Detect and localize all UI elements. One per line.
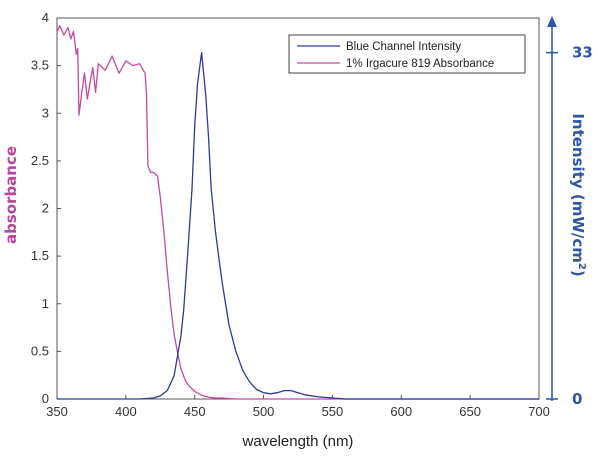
series-layer <box>56 24 539 400</box>
y-left-tick-label: 0.5 <box>31 343 49 358</box>
y-left-tick-label: 4 <box>42 10 49 25</box>
right-axis: 0 33 <box>546 16 593 408</box>
y-left-tick-label: 1 <box>42 296 49 311</box>
x-tick-label: 700 <box>528 404 550 419</box>
x-axis-title: wavelength (nm) <box>242 433 354 450</box>
legend-box <box>288 34 526 74</box>
right-axis-title: Intensity (mW/cm2) <box>569 113 587 276</box>
x-tick-label: 600 <box>390 404 412 419</box>
legend-label-absorbance: 1% Irgacure 819 Absorbance <box>346 58 494 70</box>
x-axis-ticks: 350 400 450 500 550 600 650 700 <box>46 395 550 419</box>
right-axis-arrow-icon <box>547 16 557 27</box>
right-axis-title-superscript: 2 <box>576 263 587 270</box>
y-left-tick-label: 3 <box>42 105 49 120</box>
y-right-tick-label: 0 <box>572 390 582 408</box>
legend-label-intensity: Blue Channel Intensity <box>346 41 461 53</box>
legend: Blue Channel Intensity 1% Irgacure 819 A… <box>288 34 526 74</box>
y-left-tick-label: 0 <box>42 391 49 406</box>
x-tick-label: 400 <box>115 404 137 419</box>
right-axis-title-main: Intensity (mW/cm <box>569 113 587 263</box>
series-line-absorbance <box>56 24 539 400</box>
y-left-tick-label: 2.5 <box>31 153 49 168</box>
x-tick-label: 350 <box>46 404 68 419</box>
left-axis-title: absorbance <box>2 146 20 244</box>
left-axis-ticks: 0 0.5 1 1.5 2 2.5 3 3.5 4 <box>31 10 61 406</box>
y-left-tick-label: 2 <box>42 201 49 216</box>
x-tick-label: 450 <box>184 404 206 419</box>
y-left-tick-label: 1.5 <box>31 248 49 263</box>
x-tick-label: 650 <box>459 404 481 419</box>
x-tick-label: 550 <box>322 404 344 419</box>
right-axis-ticks: 0 33 <box>546 44 593 408</box>
x-tick-label: 500 <box>253 404 275 419</box>
y-right-tick-label: 33 <box>572 44 593 62</box>
plot-area-frame <box>56 17 540 400</box>
series-line-intensity <box>57 51 539 400</box>
right-axis-title-close: ) <box>569 270 587 277</box>
y-left-tick-label: 3.5 <box>31 58 49 73</box>
